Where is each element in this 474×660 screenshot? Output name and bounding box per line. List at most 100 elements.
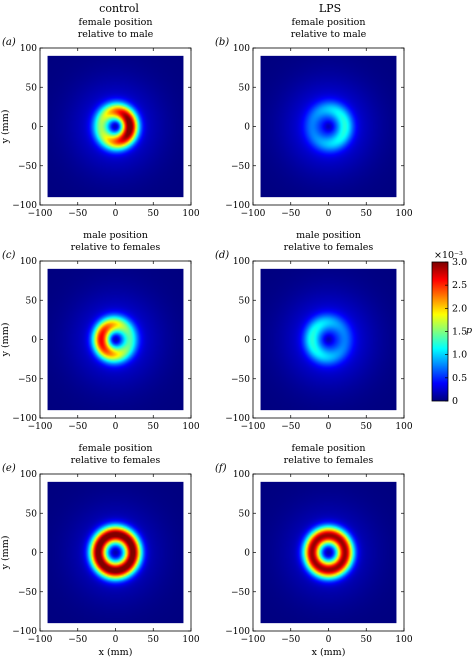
colorbar-tick-label: 0.5 [452, 373, 467, 384]
y-tick-label: −50 [231, 162, 250, 172]
x-tick-label: −50 [281, 422, 300, 432]
panel-title: male position [296, 230, 361, 241]
y-tick-label: 0 [244, 123, 250, 133]
panel-title: relative to male [78, 29, 154, 40]
x-tick-label: 0 [326, 635, 332, 645]
y-tick-label: −100 [12, 201, 37, 211]
x-tick-label: −100 [241, 635, 266, 645]
colorbar-exponent-label: ×10⁻³ [434, 250, 463, 261]
panel-title: relative to male [291, 29, 367, 40]
x-tick-label: 50 [361, 422, 373, 432]
x-tick-label: 50 [361, 209, 373, 219]
y-tick-label: −50 [18, 375, 37, 385]
y-tick-label: 0 [244, 549, 250, 559]
x-tick-label: 0 [113, 422, 119, 432]
y-tick-label: −100 [12, 627, 37, 637]
heatmap-image [260, 268, 397, 411]
colorbar-tick-label: 2.0 [452, 303, 467, 314]
x-tick-label: 100 [395, 422, 412, 432]
x-tick-label: −50 [281, 209, 300, 219]
y-tick-label: 0 [31, 123, 37, 133]
y-tick-label: 0 [244, 336, 250, 346]
colorbar-tick-label: 1.0 [452, 350, 467, 361]
colorbar-tick-label: 2.5 [452, 280, 467, 291]
x-tick-label: −100 [28, 635, 53, 645]
x-tick-label: −100 [241, 422, 266, 432]
panel-title: relative to females [284, 455, 374, 466]
x-axis-label: x (mm) [312, 647, 346, 658]
y-tick-label: 100 [233, 44, 250, 54]
panel-title: relative to females [71, 455, 161, 466]
colorbar-tick-label: 1.5 [452, 327, 467, 338]
panel-title: female position [292, 443, 366, 454]
y-tick-label: 100 [20, 470, 37, 480]
x-tick-label: −100 [28, 209, 53, 219]
panel-title: relative to females [284, 242, 374, 253]
y-tick-label: 100 [20, 257, 37, 267]
column-title-control: control [99, 2, 139, 15]
y-tick-label: −50 [231, 588, 250, 598]
y-tick-label: −100 [225, 627, 250, 637]
x-tick-label: 0 [113, 209, 119, 219]
y-tick-label: −50 [231, 375, 250, 385]
x-tick-label: 100 [395, 635, 412, 645]
panel-tag: (e) [2, 463, 16, 474]
x-tick-label: −50 [68, 209, 87, 219]
panel-title: female position [292, 17, 366, 28]
colorbar-gradient [432, 262, 448, 401]
x-tick-label: 0 [326, 209, 332, 219]
colorbar: ×10⁻³ p 0 0.5 1.0 1.5 2.0 2.5 3.0 [431, 250, 472, 407]
x-tick-label: 50 [148, 209, 160, 219]
x-tick-label: −50 [68, 422, 87, 432]
y-axis-label: y (mm) [0, 536, 11, 571]
panel-title: female position [79, 17, 153, 28]
x-tick-label: 0 [113, 635, 119, 645]
colorbar-label: p [466, 325, 472, 336]
y-tick-label: −50 [18, 588, 37, 598]
y-tick-label: −50 [18, 162, 37, 172]
x-tick-label: −100 [241, 209, 266, 219]
y-tick-label: 50 [239, 296, 251, 306]
colorbar-tick-label: 0 [452, 396, 458, 407]
panel-tag: (c) [2, 250, 16, 261]
x-tick-label: −100 [28, 422, 53, 432]
column-title-lps: LPS [319, 2, 341, 15]
colorbar-ticks: 0 0.5 1.0 1.5 2.0 2.5 3.0 [445, 257, 467, 407]
y-tick-label: 100 [233, 470, 250, 480]
x-tick-label: 50 [361, 635, 373, 645]
y-axis-label: y (mm) [0, 323, 11, 358]
x-tick-label: −50 [68, 635, 87, 645]
y-tick-label: 0 [31, 549, 37, 559]
x-tick-label: −50 [281, 635, 300, 645]
y-tick-label: −100 [225, 414, 250, 424]
y-tick-label: 50 [26, 83, 38, 93]
heatmap-image [47, 268, 184, 411]
panel-tag: (f) [215, 463, 227, 474]
x-tick-label: 100 [182, 209, 199, 219]
y-tick-label: 50 [239, 509, 251, 519]
y-tick-label: −100 [12, 414, 37, 424]
x-tick-label: 0 [326, 422, 332, 432]
x-tick-label: 100 [182, 635, 199, 645]
panel-tag: (b) [215, 37, 229, 48]
y-tick-label: 50 [26, 509, 38, 519]
heatmap-image [260, 55, 397, 198]
x-axis-label: x (mm) [99, 647, 133, 658]
y-tick-label: −100 [225, 201, 250, 211]
x-tick-label: 100 [395, 209, 412, 219]
y-tick-label: 50 [26, 296, 38, 306]
heatmap-image [47, 55, 184, 198]
heatmap-image [260, 481, 397, 624]
heatmap-image [47, 481, 184, 624]
colorbar-tick-label: 3.0 [452, 257, 467, 268]
panel-title: relative to females [71, 242, 161, 253]
x-tick-label: 50 [148, 635, 160, 645]
y-tick-label: 50 [239, 83, 251, 93]
